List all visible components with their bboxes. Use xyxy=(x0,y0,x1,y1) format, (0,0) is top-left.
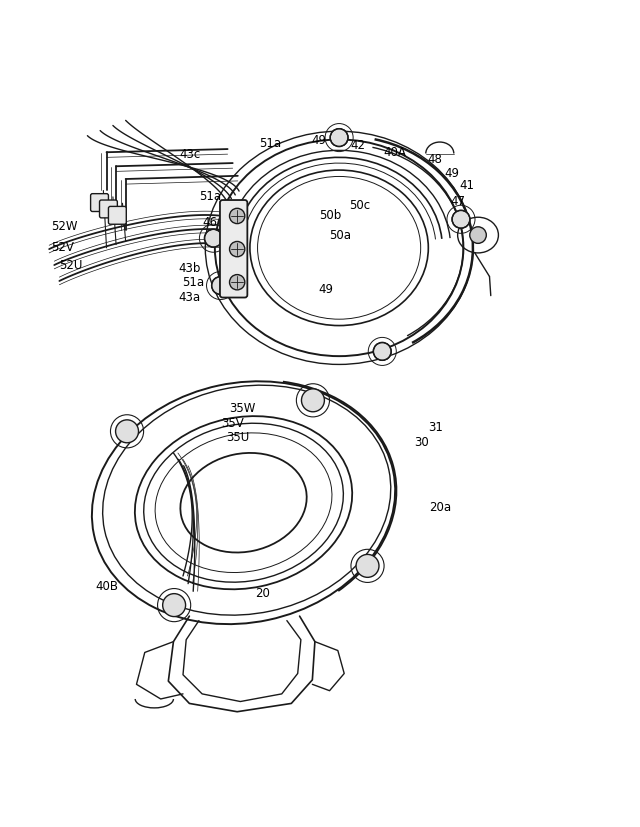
Text: 20a: 20a xyxy=(429,500,452,514)
Text: 30: 30 xyxy=(414,437,429,449)
Text: 43a: 43a xyxy=(179,291,201,304)
Text: 20: 20 xyxy=(255,586,270,600)
Text: 49: 49 xyxy=(312,134,326,147)
Text: 47: 47 xyxy=(451,195,466,208)
Text: 51a: 51a xyxy=(199,190,221,203)
FancyBboxPatch shape xyxy=(91,194,108,212)
Circle shape xyxy=(205,229,222,247)
Text: 50a: 50a xyxy=(330,229,351,242)
FancyBboxPatch shape xyxy=(220,200,247,298)
Text: 49: 49 xyxy=(444,167,460,180)
Circle shape xyxy=(452,210,470,228)
Text: 42: 42 xyxy=(351,139,365,151)
Circle shape xyxy=(212,276,230,294)
Text: 46: 46 xyxy=(202,216,217,229)
Circle shape xyxy=(356,554,379,577)
Text: 43c: 43c xyxy=(180,148,201,161)
Circle shape xyxy=(230,208,245,223)
Text: 40A: 40A xyxy=(384,146,406,159)
Circle shape xyxy=(301,389,324,412)
FancyBboxPatch shape xyxy=(108,207,126,224)
Text: 35U: 35U xyxy=(226,431,249,444)
Text: 50c: 50c xyxy=(349,199,370,213)
Circle shape xyxy=(230,275,245,290)
Text: 50b: 50b xyxy=(319,209,341,222)
FancyBboxPatch shape xyxy=(100,200,117,218)
Text: 31: 31 xyxy=(428,421,444,434)
Text: 52W: 52W xyxy=(51,220,77,233)
Circle shape xyxy=(330,129,348,146)
Text: 51a: 51a xyxy=(259,136,282,150)
Circle shape xyxy=(373,342,391,361)
Text: 51a: 51a xyxy=(182,275,204,289)
Text: 35V: 35V xyxy=(221,417,244,430)
Text: 49: 49 xyxy=(319,283,333,296)
Text: 40B: 40B xyxy=(96,581,118,593)
Circle shape xyxy=(163,594,186,617)
Text: 41: 41 xyxy=(459,179,474,192)
Text: 52V: 52V xyxy=(51,241,74,255)
Circle shape xyxy=(230,241,245,256)
Text: 43b: 43b xyxy=(179,261,201,275)
Circle shape xyxy=(470,227,486,243)
Text: 52U: 52U xyxy=(59,259,82,271)
Text: 35W: 35W xyxy=(230,402,256,415)
Text: 48: 48 xyxy=(427,153,442,166)
Circle shape xyxy=(116,420,138,442)
